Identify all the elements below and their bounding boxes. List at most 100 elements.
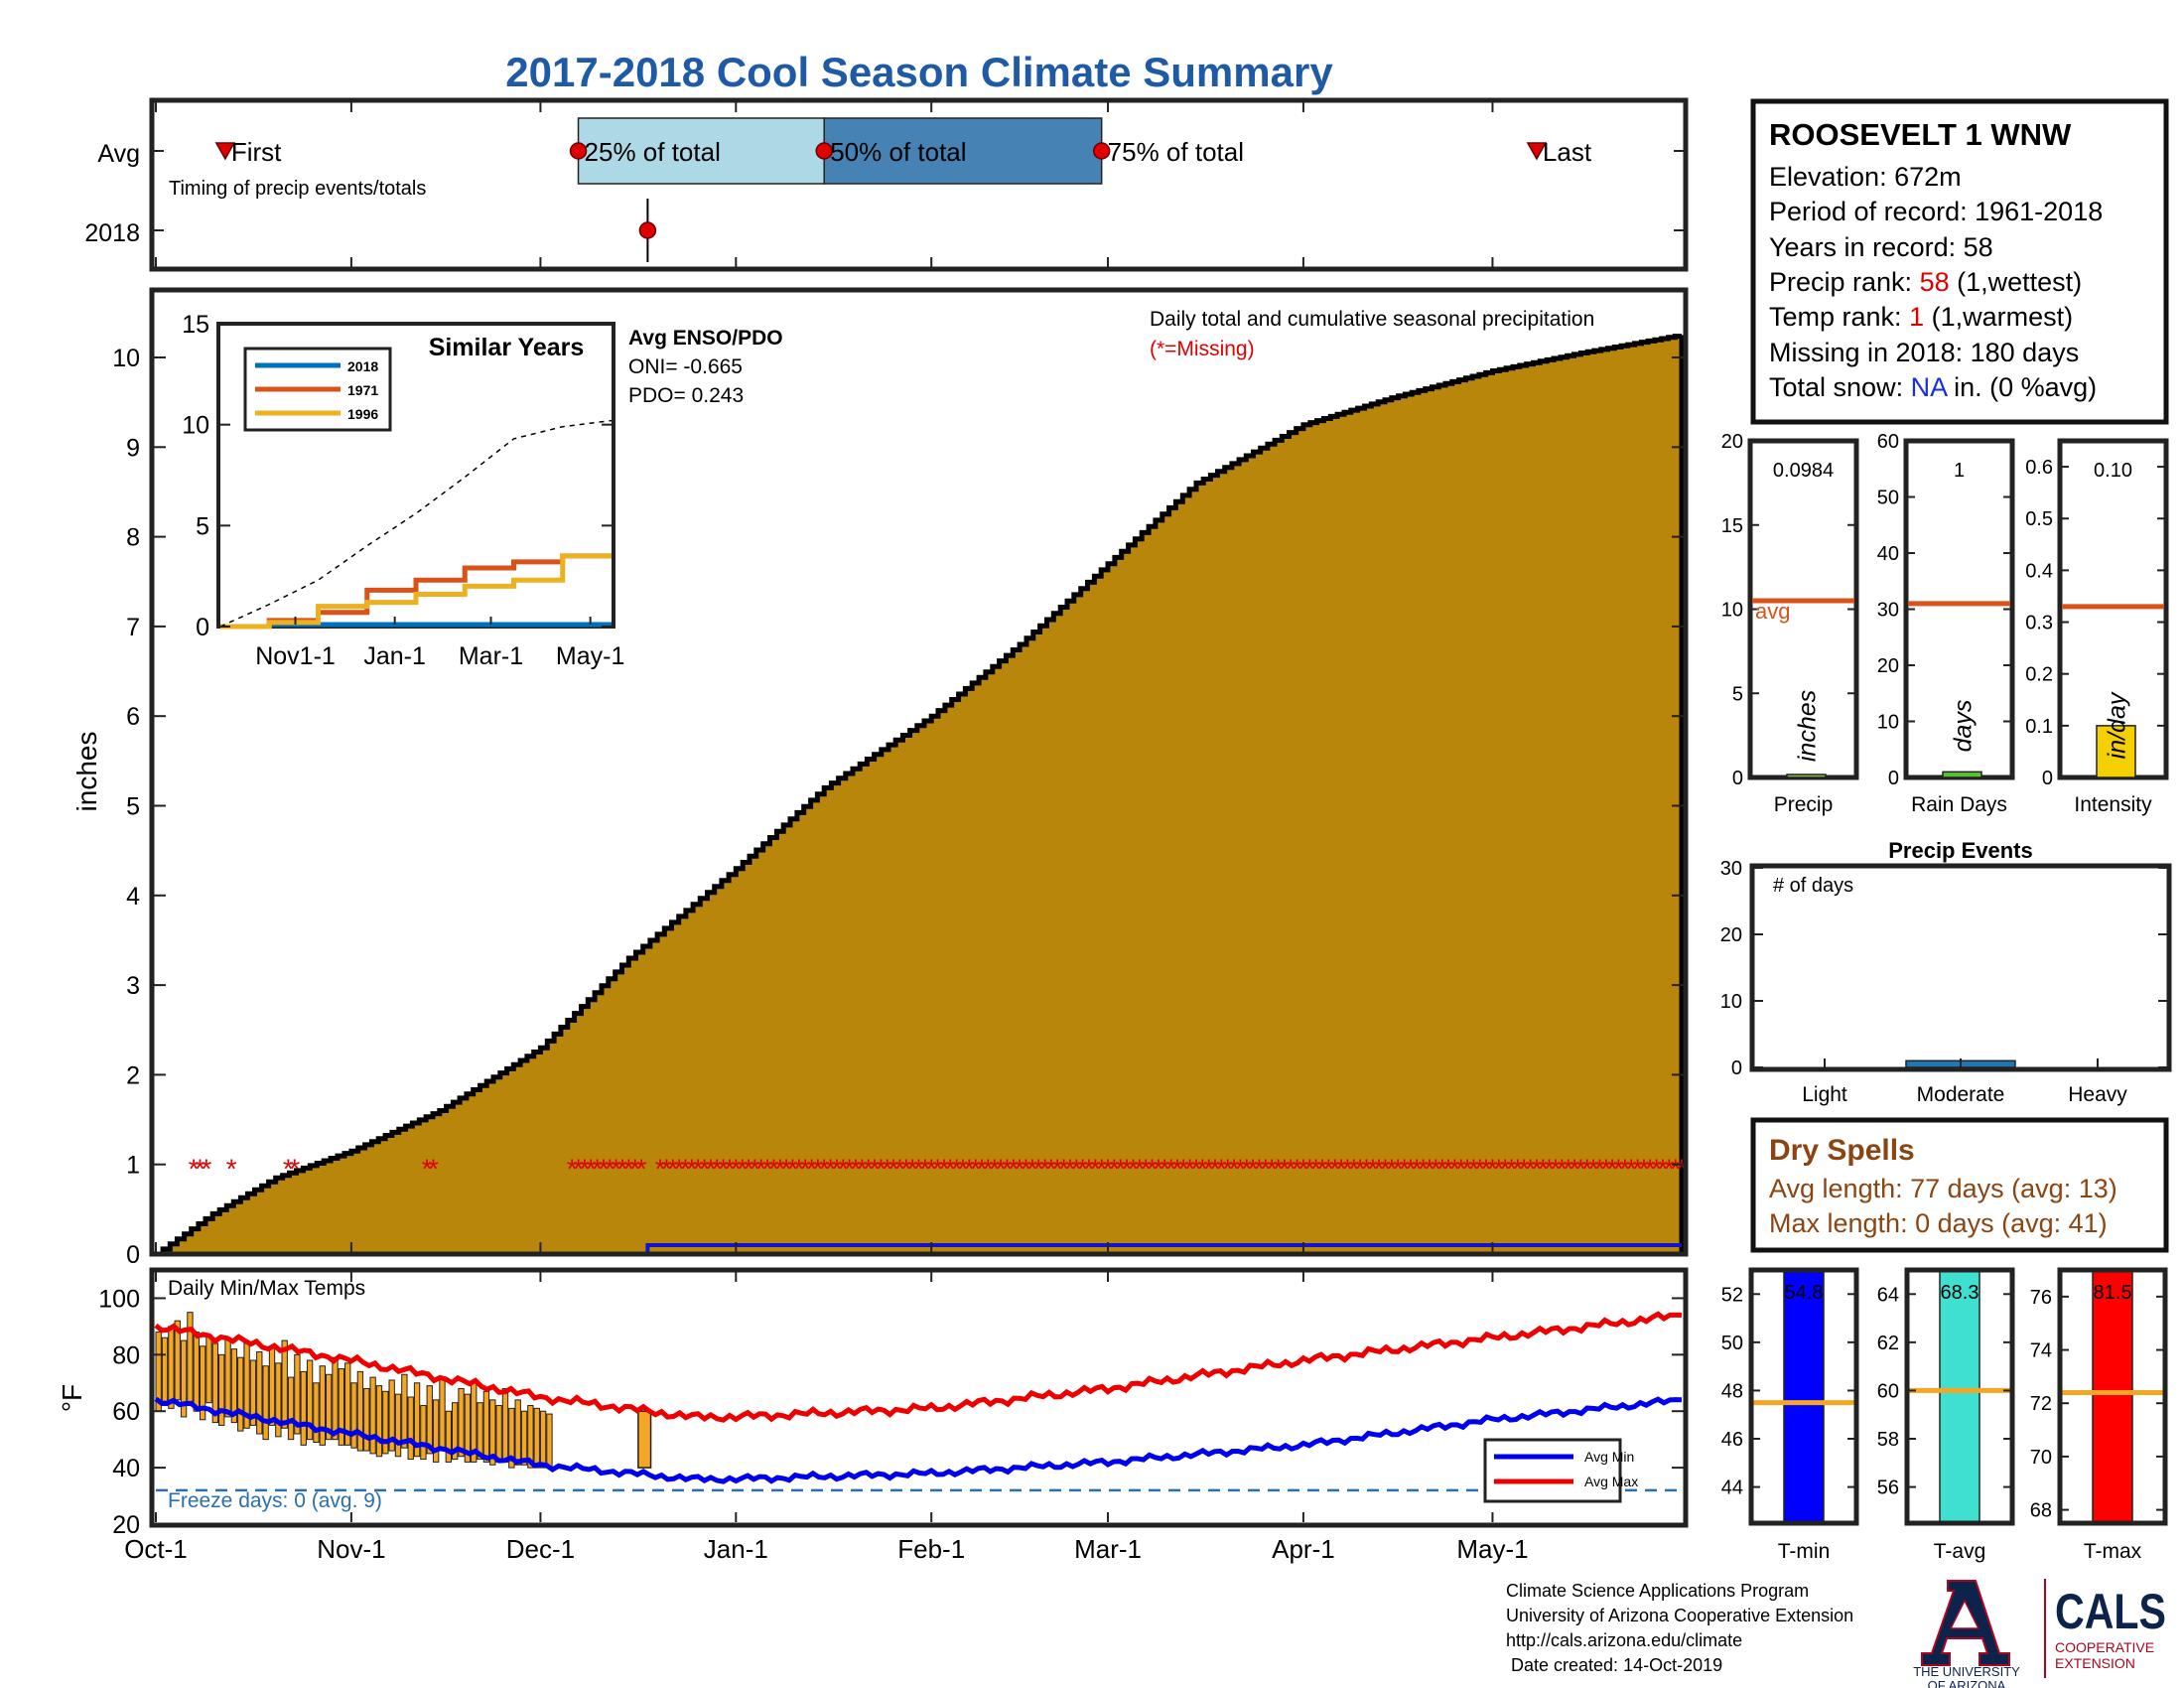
- footer-line-3: http://cals.arizona.edu/climate: [1506, 1630, 1742, 1650]
- inset-x-ticks: Nov1-1 Jan-1 Mar-1 May-1: [255, 617, 624, 670]
- missing-marker: *: [1267, 1154, 1278, 1185]
- daily-temp-bar: [546, 1413, 553, 1469]
- daily-temp-bar: [458, 1387, 465, 1458]
- daily-temp-bar: [306, 1359, 314, 1441]
- missing-marker: *: [1424, 1154, 1434, 1185]
- missing-marker: *: [781, 1154, 792, 1185]
- timing-caption: Timing of precip events/totals: [169, 178, 426, 200]
- missing-marker: *: [1632, 1154, 1643, 1185]
- footer-line-1: Climate Science Applications Program: [1506, 1581, 1809, 1601]
- enso-pdo: PDO= 0.243: [628, 384, 744, 407]
- inset-average-line: [219, 419, 613, 628]
- missing-marker: *: [1165, 1154, 1176, 1185]
- missing-marker: *: [1115, 1154, 1126, 1185]
- missing-marker: *: [1677, 1154, 1688, 1185]
- missing-marker: *: [1405, 1154, 1416, 1185]
- mini-bar-unit: days: [1950, 700, 1978, 753]
- missing-marker: *: [1184, 1154, 1195, 1185]
- missing-marker: *: [812, 1154, 823, 1185]
- timing-panel: Avg 2018 Timing of precip events/totals …: [84, 97, 1689, 272]
- enso-title: Avg ENSO/PDO: [628, 327, 783, 350]
- missing-marker: *: [926, 1154, 937, 1185]
- daily-temp-bar: [533, 1407, 540, 1469]
- missing-marker: *: [1581, 1154, 1592, 1185]
- temp-bar-tick-label: 56: [1877, 1477, 1899, 1499]
- temp-y-tick-label: 80: [112, 1341, 140, 1369]
- cumulative-precip-area: [156, 334, 1685, 1257]
- university-of-arizona-logo: THE UNIVERSITY OF ARIZONA: [1913, 1580, 2020, 1688]
- daily-temp-bar: [193, 1332, 200, 1412]
- inset-y-tick-label: 15: [182, 311, 209, 339]
- daily-temp-bar: [439, 1376, 446, 1452]
- daily-temp-bar: [514, 1399, 521, 1466]
- missing-marker: *: [945, 1154, 956, 1185]
- missing-marker: *: [1481, 1154, 1492, 1185]
- missing-marker: *: [1531, 1154, 1542, 1185]
- timing-circle-marker: [815, 142, 833, 160]
- daily-temp-bar: [637, 1410, 652, 1469]
- missing-marker: *: [1670, 1154, 1681, 1185]
- missing-marker: *: [1329, 1154, 1340, 1185]
- missing-marker: *: [1342, 1154, 1353, 1185]
- missing-marker: *: [951, 1154, 962, 1185]
- mini-bar-tick-label: 50: [1877, 488, 1899, 509]
- daily-temp-bar: [452, 1402, 459, 1461]
- missing-marker: *: [1222, 1154, 1233, 1185]
- temperature-panel: 20 40 60 80 100 Daily Min/Max Temps Freeze d…: [57, 1267, 1689, 1564]
- date-axis-ticks: Oct-1 Nov-1 Dec-1 Jan-1 Feb-1 Mar-1 Apr-1 May-1: [124, 1272, 1529, 1564]
- temp-bar-value-text: 81.5: [2094, 1282, 2132, 1304]
- mini-bar-tick-label: 0.1: [2025, 716, 2053, 738]
- missing-marker: *: [806, 1154, 817, 1185]
- date-tick-label: Apr-1: [1272, 1534, 1335, 1564]
- timing-circle-marker: [569, 142, 588, 160]
- daily-precip-line: [645, 1242, 1682, 1254]
- missing-marker: *: [1386, 1154, 1397, 1185]
- timing-marker-label: Last: [1543, 137, 1592, 167]
- legend-label-1971: 1971: [347, 382, 378, 398]
- missing-marker: *: [1462, 1154, 1473, 1185]
- main-y-tick-label: 0: [126, 1241, 140, 1269]
- temp-legend-frame: [1483, 1438, 1622, 1503]
- missing-marker: *: [1077, 1154, 1088, 1185]
- mini-bar-chart-intensity: 0 0.1 0.2 0.3 0.4 0.5 0.6 0.10 in/day Intensity: [2025, 438, 2169, 816]
- missing-marker: *: [1348, 1154, 1359, 1185]
- missing-marker: *: [1607, 1154, 1618, 1185]
- precip-events-title: Precip Events: [1888, 838, 2033, 863]
- missing-marker: *: [894, 1154, 905, 1185]
- daily-temp-bar: [338, 1368, 345, 1446]
- temp-y-tick-label: 40: [112, 1455, 140, 1482]
- temp-y-tick-label: 100: [98, 1285, 140, 1313]
- missing-marker: *: [1455, 1154, 1466, 1185]
- temp-bar-value-text: 68.3: [1941, 1282, 1979, 1304]
- timing-circle-marker: [1092, 142, 1111, 160]
- footer-line-4: Date created: 14-Oct-2019: [1506, 1655, 1722, 1675]
- date-tick-label: Feb-1: [897, 1534, 965, 1564]
- main-precip-chart: *** * ** ** ************ ********************…: [71, 287, 1689, 1269]
- temp-bar-tick-label: 74: [2030, 1340, 2052, 1362]
- daily-temp-bar: [426, 1385, 433, 1455]
- missing-marker: *: [1570, 1154, 1580, 1185]
- timing-2018-dot: [638, 221, 657, 239]
- missing-marker: *: [1134, 1154, 1145, 1185]
- daily-temp-bar: [325, 1373, 333, 1441]
- temp-bar-tick-label: 76: [2030, 1287, 2052, 1309]
- missing-marker: *: [195, 1154, 205, 1185]
- missing-marker: *: [919, 1154, 930, 1185]
- missing-marker: *: [629, 1154, 640, 1185]
- mini-bar-frame: [1903, 438, 2015, 780]
- mini-bar-value-text: 0.0984: [1773, 460, 1834, 482]
- mini-bar-chart-precip: 0 5 10 15 20 avg 0.0984 inches Precip: [1721, 431, 1859, 816]
- daily-temp-bar: [332, 1356, 339, 1441]
- missing-marker: *: [573, 1154, 584, 1185]
- daily-temp-bar: [369, 1376, 376, 1455]
- missing-marker: *: [1551, 1154, 1562, 1185]
- date-tick-label: May-1: [1456, 1534, 1528, 1564]
- temp-bar-value-bar: [2092, 1269, 2133, 1524]
- daily-temp-bar: [180, 1339, 188, 1418]
- temp-bar-tick-label: 58: [1877, 1429, 1899, 1451]
- inset-x-tick-label: May-1: [556, 642, 624, 670]
- events-category-label: Moderate: [1917, 1083, 2005, 1106]
- daily-temp-bar: [464, 1393, 472, 1463]
- precip-events-bars: 0 10 20 30 Light Moderate Heavy: [1720, 858, 2167, 1106]
